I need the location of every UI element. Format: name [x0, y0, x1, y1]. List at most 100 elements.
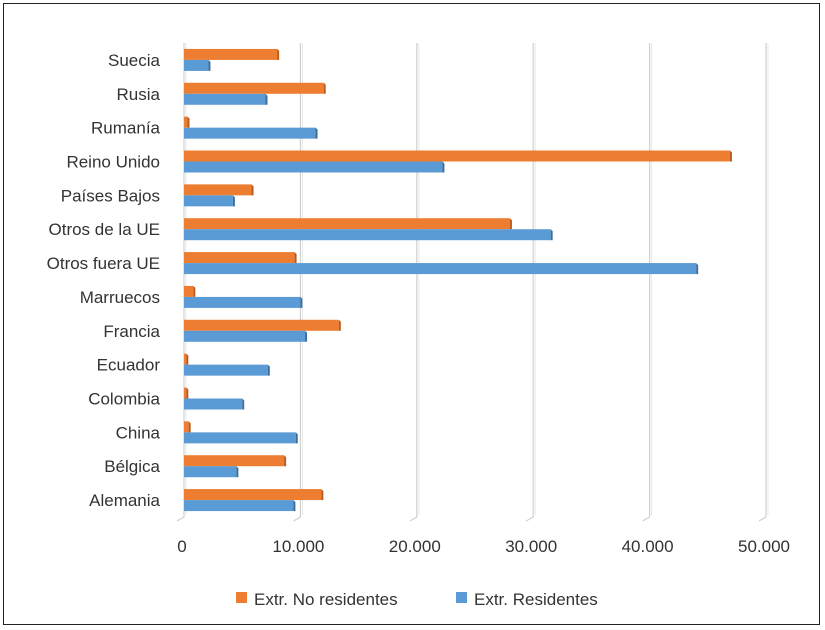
bar-face — [184, 489, 322, 501]
bar-edge — [338, 319, 341, 331]
bar-residentes — [184, 398, 245, 410]
gridline — [293, 43, 301, 522]
bar-face — [184, 263, 697, 275]
bar-residentes — [184, 195, 235, 207]
x-tick-label: 50.000 — [738, 537, 790, 556]
bars — [184, 48, 732, 512]
bar-edge — [251, 184, 254, 196]
bar-residentes — [184, 330, 308, 342]
x-tick-labels: 0 10.000 20.000 30.000 40.000 50.000 — [177, 537, 790, 556]
bar-edge — [284, 455, 287, 467]
category-label: Bélgica — [104, 457, 160, 476]
bar-edge — [696, 263, 699, 275]
bar-face — [184, 466, 237, 478]
bar-residentes — [184, 263, 699, 275]
category-label: Otros de la UE — [49, 220, 161, 239]
gridlines — [176, 43, 769, 522]
bar-edge — [305, 330, 308, 342]
bar-face — [184, 330, 306, 342]
bar-edge — [208, 59, 211, 71]
bar-face — [184, 432, 296, 444]
category-label: Francia — [103, 322, 160, 341]
bar-face — [184, 150, 730, 162]
bar-face — [184, 364, 268, 376]
bar-no-residentes — [184, 82, 326, 94]
gridline — [525, 43, 534, 522]
bar-edge — [315, 127, 318, 139]
category-label: Colombia — [88, 390, 160, 409]
x-tick-label: 0 — [177, 537, 186, 556]
bar-edge — [193, 285, 196, 297]
legend: Extr. No residentes Extr. Residentes — [236, 590, 598, 609]
bar-face — [184, 195, 233, 207]
bar-edge — [550, 229, 553, 241]
category-label: China — [116, 423, 161, 442]
bar-residentes — [184, 59, 211, 71]
bar-residentes — [184, 466, 239, 478]
category-label: Alemania — [89, 491, 160, 510]
bar-face — [184, 353, 187, 365]
bar-edge — [232, 195, 235, 207]
bar-no-residentes — [184, 218, 512, 230]
bar-no-residentes — [184, 387, 189, 399]
bar-residentes — [184, 364, 270, 376]
bar-no-residentes — [184, 48, 280, 60]
bar-no-residentes — [184, 421, 191, 433]
bar-edge — [186, 387, 189, 399]
bar-residentes — [184, 127, 318, 139]
category-label: Marruecos — [80, 288, 160, 307]
bar-face — [184, 229, 551, 241]
bar-face — [184, 421, 189, 433]
legend-label-residentes: Extr. Residentes — [474, 590, 598, 609]
bar-face — [184, 398, 243, 410]
bar-no-residentes — [184, 319, 341, 331]
category-label: Reino Unido — [66, 153, 160, 172]
bar-edge — [321, 489, 324, 501]
bar-no-residentes — [184, 353, 189, 365]
bar-face — [184, 500, 294, 512]
category-labels: Alemania Bélgica China Colombia Ecuador Franc… — [47, 51, 161, 510]
bar-edge — [293, 500, 296, 512]
bar-face — [184, 161, 443, 173]
bar-face — [184, 252, 295, 264]
bar-no-residentes — [184, 285, 196, 297]
bar-face — [184, 116, 188, 128]
bar-edge — [187, 116, 190, 128]
category-label: Rusia — [117, 85, 161, 104]
bar-face — [184, 82, 324, 94]
x-tick-label: 10.000 — [272, 537, 324, 556]
bar-edge — [442, 161, 445, 173]
bar-face — [184, 319, 339, 331]
bar-edge — [295, 432, 298, 444]
bar-edge — [188, 421, 191, 433]
gridline — [409, 43, 418, 522]
gridline — [758, 43, 767, 522]
category-label: Otros fuera UE — [47, 254, 160, 273]
bar-residentes — [184, 432, 298, 444]
category-label: Países Bajos — [61, 186, 160, 205]
bar-edge — [509, 218, 512, 230]
bar-no-residentes — [184, 150, 732, 162]
category-label: Suecia — [108, 51, 161, 70]
bar-edge — [300, 296, 303, 308]
x-tick-label: 20.000 — [389, 537, 441, 556]
bar-residentes — [184, 161, 445, 173]
bar-face — [184, 48, 278, 60]
chart-frame — [3, 3, 820, 625]
legend-swatch-no-residentes — [236, 592, 247, 603]
bar-face — [184, 296, 301, 308]
bar-face — [184, 127, 316, 139]
bar-face — [184, 59, 209, 71]
bar-edge — [242, 398, 245, 410]
x-tick-label: 40.000 — [622, 537, 674, 556]
bar-edge — [729, 150, 732, 162]
bar-no-residentes — [184, 184, 254, 196]
bar-residentes — [184, 500, 296, 512]
bar-residentes — [184, 229, 553, 241]
bar-edge — [265, 93, 268, 105]
bar-edge — [277, 48, 280, 60]
bar-edge — [267, 364, 270, 376]
bar-edge — [186, 353, 189, 365]
bar-edge — [236, 466, 239, 478]
